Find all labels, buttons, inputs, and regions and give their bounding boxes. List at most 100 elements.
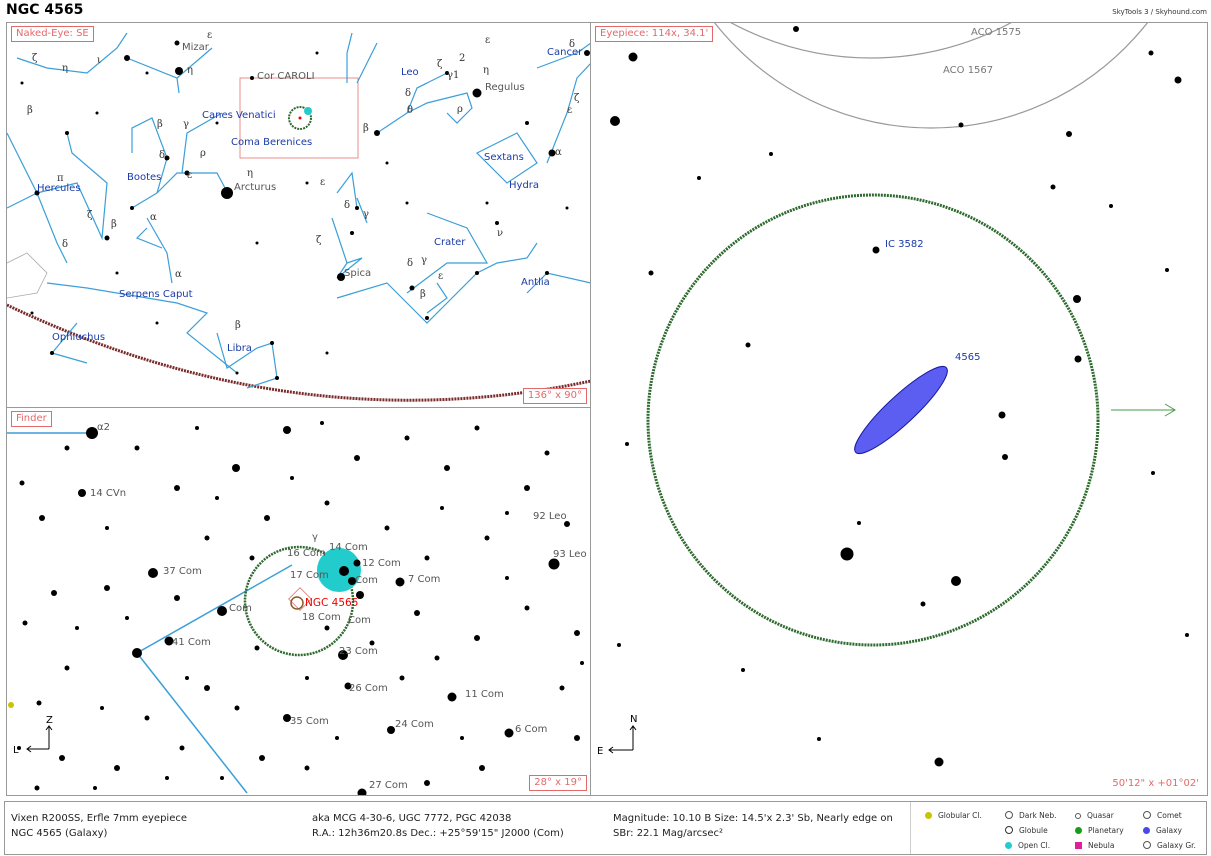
greek-labels: εηζ ηιβ β γδ ρε η ζδβ απα βεδ γζδ γεβ ζγ1 η…	[27, 30, 580, 331]
position-text: R.A.: 12h36m20.8s Dec.: +25°59'15" J2000…	[312, 828, 564, 839]
svg-text:ε: ε	[207, 30, 212, 41]
globule-icon	[1005, 826, 1013, 834]
svg-text:Mizar: Mizar	[182, 42, 210, 53]
svg-text:β: β	[363, 123, 369, 134]
legend-globular: Globular Cl.	[925, 811, 982, 820]
svg-text:ρ: ρ	[457, 104, 463, 115]
planetary-icon	[1075, 827, 1082, 834]
svg-text:Crater: Crater	[434, 237, 466, 248]
svg-text:ε: ε	[320, 177, 325, 188]
brightness-text: SBr: 22.1 Mag/arcsec²	[613, 828, 723, 839]
dark-neb-icon	[1005, 811, 1013, 819]
svg-text:ε: ε	[567, 105, 572, 116]
svg-text:α: α	[175, 269, 182, 280]
target-mark	[298, 116, 302, 120]
equipment-text: Vixen R200SS, Erfle 7mm eyepiece	[11, 813, 188, 824]
comet-icon	[1143, 811, 1151, 819]
svg-text:γ: γ	[183, 119, 189, 130]
svg-text:ζ: ζ	[316, 235, 322, 246]
svg-text:Antlia: Antlia	[521, 277, 550, 288]
legend-comet: Comet	[1143, 811, 1182, 820]
milky-way-outline	[7, 252, 48, 299]
svg-text:Serpens Caput: Serpens Caput	[119, 289, 193, 300]
naked-eye-fov: 136° x 90°	[522, 388, 587, 404]
finder-stars	[17, 421, 584, 795]
svg-text:Bootes: Bootes	[127, 172, 161, 183]
naked-eye-tag: Naked-Eye: SE	[11, 26, 94, 42]
eyepiece-fov: 50'12" x +01°02'	[1108, 777, 1203, 791]
svg-text:γ: γ	[421, 255, 427, 266]
open-cluster-mark	[304, 107, 312, 115]
svg-text:η: η	[247, 168, 253, 179]
eyepiece-stars	[610, 26, 1189, 767]
nebula-icon	[1075, 842, 1082, 849]
legend-galaxy: Galaxy	[1143, 826, 1182, 835]
naked-eye-stars	[20, 40, 590, 380]
svg-text:Hydra: Hydra	[509, 180, 539, 191]
svg-text:δ: δ	[62, 239, 68, 250]
svg-text:ι: ι	[97, 55, 101, 66]
eyepiece-panel[interactable]: ACO 1575 ACO 1567 IC 3582 4565 N E Eyepi…	[590, 22, 1208, 796]
svg-text:24 Com: 24 Com	[395, 719, 434, 730]
eyepiece-fov-box	[288, 587, 312, 611]
svg-text:ε: ε	[438, 271, 443, 282]
finder-ring	[288, 106, 312, 130]
svg-text:Canes Venatici: Canes Venatici	[202, 110, 276, 121]
object-text: NGC 4565 (Galaxy)	[11, 828, 108, 839]
finder-fov-ring	[243, 545, 355, 657]
svg-text:Com: Com	[348, 615, 371, 626]
svg-text:Coma Berenices: Coma Berenices	[231, 137, 312, 148]
svg-text:26 Com: 26 Com	[349, 683, 388, 694]
finder-tag: Finder	[11, 411, 52, 427]
svg-text:β: β	[27, 105, 33, 116]
eyepiece-chart: ACO 1575 ACO 1567 IC 3582 4565 N E	[597, 23, 1189, 767]
naked-eye-panel[interactable]: Cancer Leo Sextans Hydra Crater Antlia Cane…	[6, 22, 592, 409]
svg-text:ζ: ζ	[574, 93, 580, 104]
horizon-line	[7, 303, 591, 402]
ngc4565-label: 4565	[955, 352, 980, 363]
svg-text:7 Com: 7 Com	[408, 574, 440, 585]
svg-text:η: η	[187, 65, 193, 76]
eyepiece-tag: Eyepiece: 114x, 34.1'	[595, 26, 714, 42]
svg-text:93 Leo: 93 Leo	[553, 549, 587, 560]
svg-text:δ: δ	[344, 200, 350, 211]
svg-text:18 Com: 18 Com	[302, 612, 341, 623]
svg-text:35 Com: 35 Com	[290, 716, 329, 727]
globular-cluster-mark	[8, 702, 14, 708]
svg-text:δ: δ	[407, 258, 413, 269]
finder-compass-e: L	[13, 745, 19, 756]
naked-eye-chart: Cancer Leo Sextans Hydra Crater Antlia Cane…	[7, 30, 591, 402]
finder-fov-box	[239, 77, 359, 159]
svg-text:δ: δ	[569, 39, 575, 50]
legend-planetary: Planetary	[1075, 826, 1124, 835]
galaxy-icon	[1143, 827, 1150, 834]
globular-icon	[925, 812, 932, 819]
svg-text:π: π	[57, 173, 64, 184]
svg-text:Leo: Leo	[401, 67, 419, 78]
legend-open-cl: Open Cl.	[1005, 841, 1050, 850]
eyepiece-compass	[608, 725, 637, 754]
svg-text:17 Com: 17 Com	[290, 570, 329, 581]
svg-text:η: η	[483, 65, 489, 76]
eyepiece-compass-e: E	[597, 746, 603, 757]
legend-globule: Globule	[1005, 826, 1048, 835]
svg-text:Ophiuchus: Ophiuchus	[52, 332, 105, 343]
svg-text:α: α	[150, 212, 157, 223]
constellation-labels: Cancer Leo Sextans Hydra Crater Antlia Cane…	[37, 47, 583, 354]
svg-text:δ: δ	[405, 88, 411, 99]
svg-text:Com: Com	[229, 603, 252, 614]
svg-text:δ: δ	[159, 150, 165, 161]
quasar-icon	[1075, 813, 1081, 819]
svg-text:ρ: ρ	[200, 148, 206, 159]
svg-text:ζ: ζ	[87, 210, 93, 221]
star-labels: Mizar Cor CAROLI Regulus Arcturus Spica	[182, 42, 525, 279]
svg-text:β: β	[235, 320, 241, 331]
magnitude-text: Magnitude: 10.10 B Size: 14.5'x 2.3' Sb,…	[613, 813, 893, 824]
svg-text:γ1: γ1	[447, 70, 459, 81]
svg-text:23 Com: 23 Com	[339, 646, 378, 657]
legend-nebula: Nebula	[1075, 841, 1114, 850]
finder-fov: 28° x 19°	[529, 775, 587, 791]
svg-text:ζ: ζ	[437, 59, 443, 70]
finder-panel[interactable]: 14 CVn 37 Com 41 Com 35 Com 26 Com 23 Com 2…	[6, 407, 592, 796]
svg-text:Arcturus: Arcturus	[234, 182, 276, 193]
